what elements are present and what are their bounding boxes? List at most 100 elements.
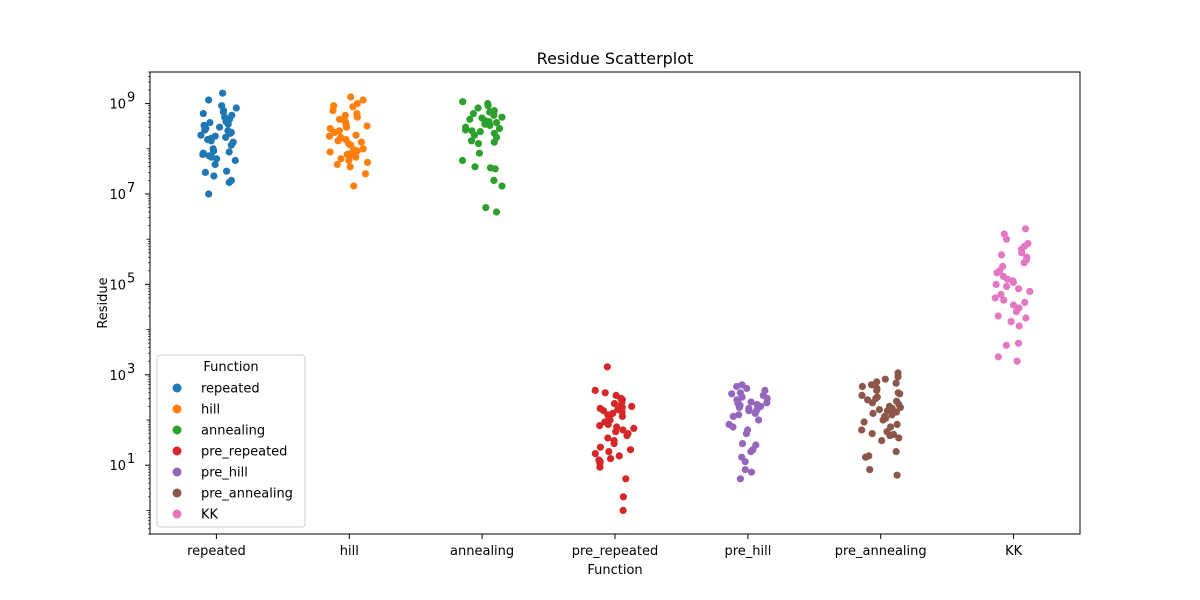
point-pre_repeated-17 [618,412,627,420]
x-tick-label-pre_hill: pre_hill [724,544,771,559]
point-annealing-33 [498,182,506,190]
point-pre_annealing-24 [869,409,877,417]
point-pre_annealing-8 [873,386,881,394]
point-hill-38 [333,160,341,169]
point-repeated-40 [210,172,218,180]
y-tick-exponent: 7 [127,181,135,196]
y-tick-label: 10 [109,278,126,293]
point-pre_annealing-3 [873,378,881,386]
point-pre_repeated-7 [610,400,619,408]
point-KK-7 [997,251,1006,259]
point-pre_repeated-44 [619,506,627,514]
point-KK-2 [1002,235,1011,243]
point-repeated-25 [207,137,215,145]
point-pre_hill-30 [738,440,747,448]
point-pre_repeated-31 [610,440,618,448]
point-pre_annealing-42 [866,466,874,474]
point-hill-4 [349,103,357,111]
point-pre_annealing-32 [858,426,866,434]
point-pre_repeated-28 [623,432,631,440]
point-pre_annealing-34 [868,430,876,438]
point-pre_repeated-36 [615,452,623,460]
y-axis-label: Residue [96,277,111,328]
point-hill-35 [337,155,345,163]
point-hill-5 [329,107,337,115]
point-pre_repeated-41 [596,463,604,471]
point-pre_repeated-2 [601,389,609,397]
point-pre_annealing-30 [893,420,901,428]
point-repeated-20 [197,131,205,139]
chart-title: Residue Scatterplot [537,49,694,68]
point-pre_hill-38 [736,475,745,483]
points-layer [197,89,1034,514]
point-KK-18 [992,280,1000,288]
point-repeated-22 [222,133,230,141]
point-annealing-26 [474,140,483,148]
point-pre_annealing-25 [888,411,896,419]
point-pre_hill-25 [755,416,763,424]
point-pre_annealing-41 [862,453,870,461]
y-tick-label: 10 [109,369,126,384]
point-repeated-37 [211,160,219,169]
point-hill-39 [346,163,354,171]
point-repeated-11 [206,119,214,127]
x-tick-label-pre_repeated: pre_repeated [572,544,658,559]
point-pre_repeated-32 [596,443,605,451]
point-annealing-17 [495,125,504,133]
legend: Function repeated hill annealing pre_repeat… [156,354,306,528]
point-pre_annealing-4 [892,379,900,387]
point-pre_annealing-16 [868,399,877,407]
point-repeated-3 [232,104,240,112]
legend-label-pre_repeated: pre_repeated [201,445,287,460]
point-annealing-28 [458,156,467,165]
point-KK-33 [1014,339,1023,347]
point-KK-21 [1026,287,1034,295]
point-pre_annealing-36 [886,432,894,440]
point-hill-0 [347,93,355,101]
point-hill-13 [363,122,371,130]
point-pre_repeated-9 [628,402,636,410]
point-hill-37 [363,158,372,166]
point-pre_annealing-6 [858,382,867,391]
point-pre_repeated-37 [607,455,615,463]
point-hill-41 [350,182,358,190]
point-pre_annealing-38 [878,437,886,445]
point-hill-14 [342,123,351,131]
x-tick-label-hill: hill [340,544,359,559]
point-repeated-12 [224,120,232,128]
legend-label-annealing: annealing [201,424,265,439]
point-pre_annealing-28 [879,416,887,424]
point-pre_hill-20 [745,407,753,415]
point-pre_hill-37 [747,468,756,476]
legend-marker-pre_repeated [172,446,182,456]
point-annealing-20 [476,128,484,136]
point-pre_annealing-29 [860,418,868,426]
point-pre_hill-11 [747,398,755,406]
point-hill-17 [331,128,339,136]
legend-marker-pre_hill [172,467,182,477]
point-hill-40 [361,170,370,178]
y-tick-exponent: 1 [127,452,135,467]
point-pre_repeated-26 [612,428,620,436]
point-pre_annealing-21 [875,406,884,414]
point-annealing-25 [490,138,498,146]
point-annealing-15 [486,121,494,129]
point-pre_hill-2 [743,384,751,392]
point-hill-27 [359,145,367,153]
legend-marker-pre_annealing [172,488,182,498]
point-hill-34 [352,153,360,161]
point-annealing-18 [462,126,470,134]
point-pre_hill-22 [751,409,759,417]
legend-title: Function [203,360,258,375]
legend-marker-KK [172,509,182,519]
point-annealing-29 [471,163,479,171]
point-annealing-3 [474,104,482,112]
point-annealing-35 [492,208,501,216]
x-axis-label: Function [587,563,642,578]
point-pre_repeated-1 [591,386,599,394]
legend-marker-repeated [172,383,182,393]
point-KK-19 [1003,282,1011,290]
point-hill-30 [326,148,334,156]
point-KK-25 [1021,298,1029,306]
point-annealing-10 [466,115,474,123]
